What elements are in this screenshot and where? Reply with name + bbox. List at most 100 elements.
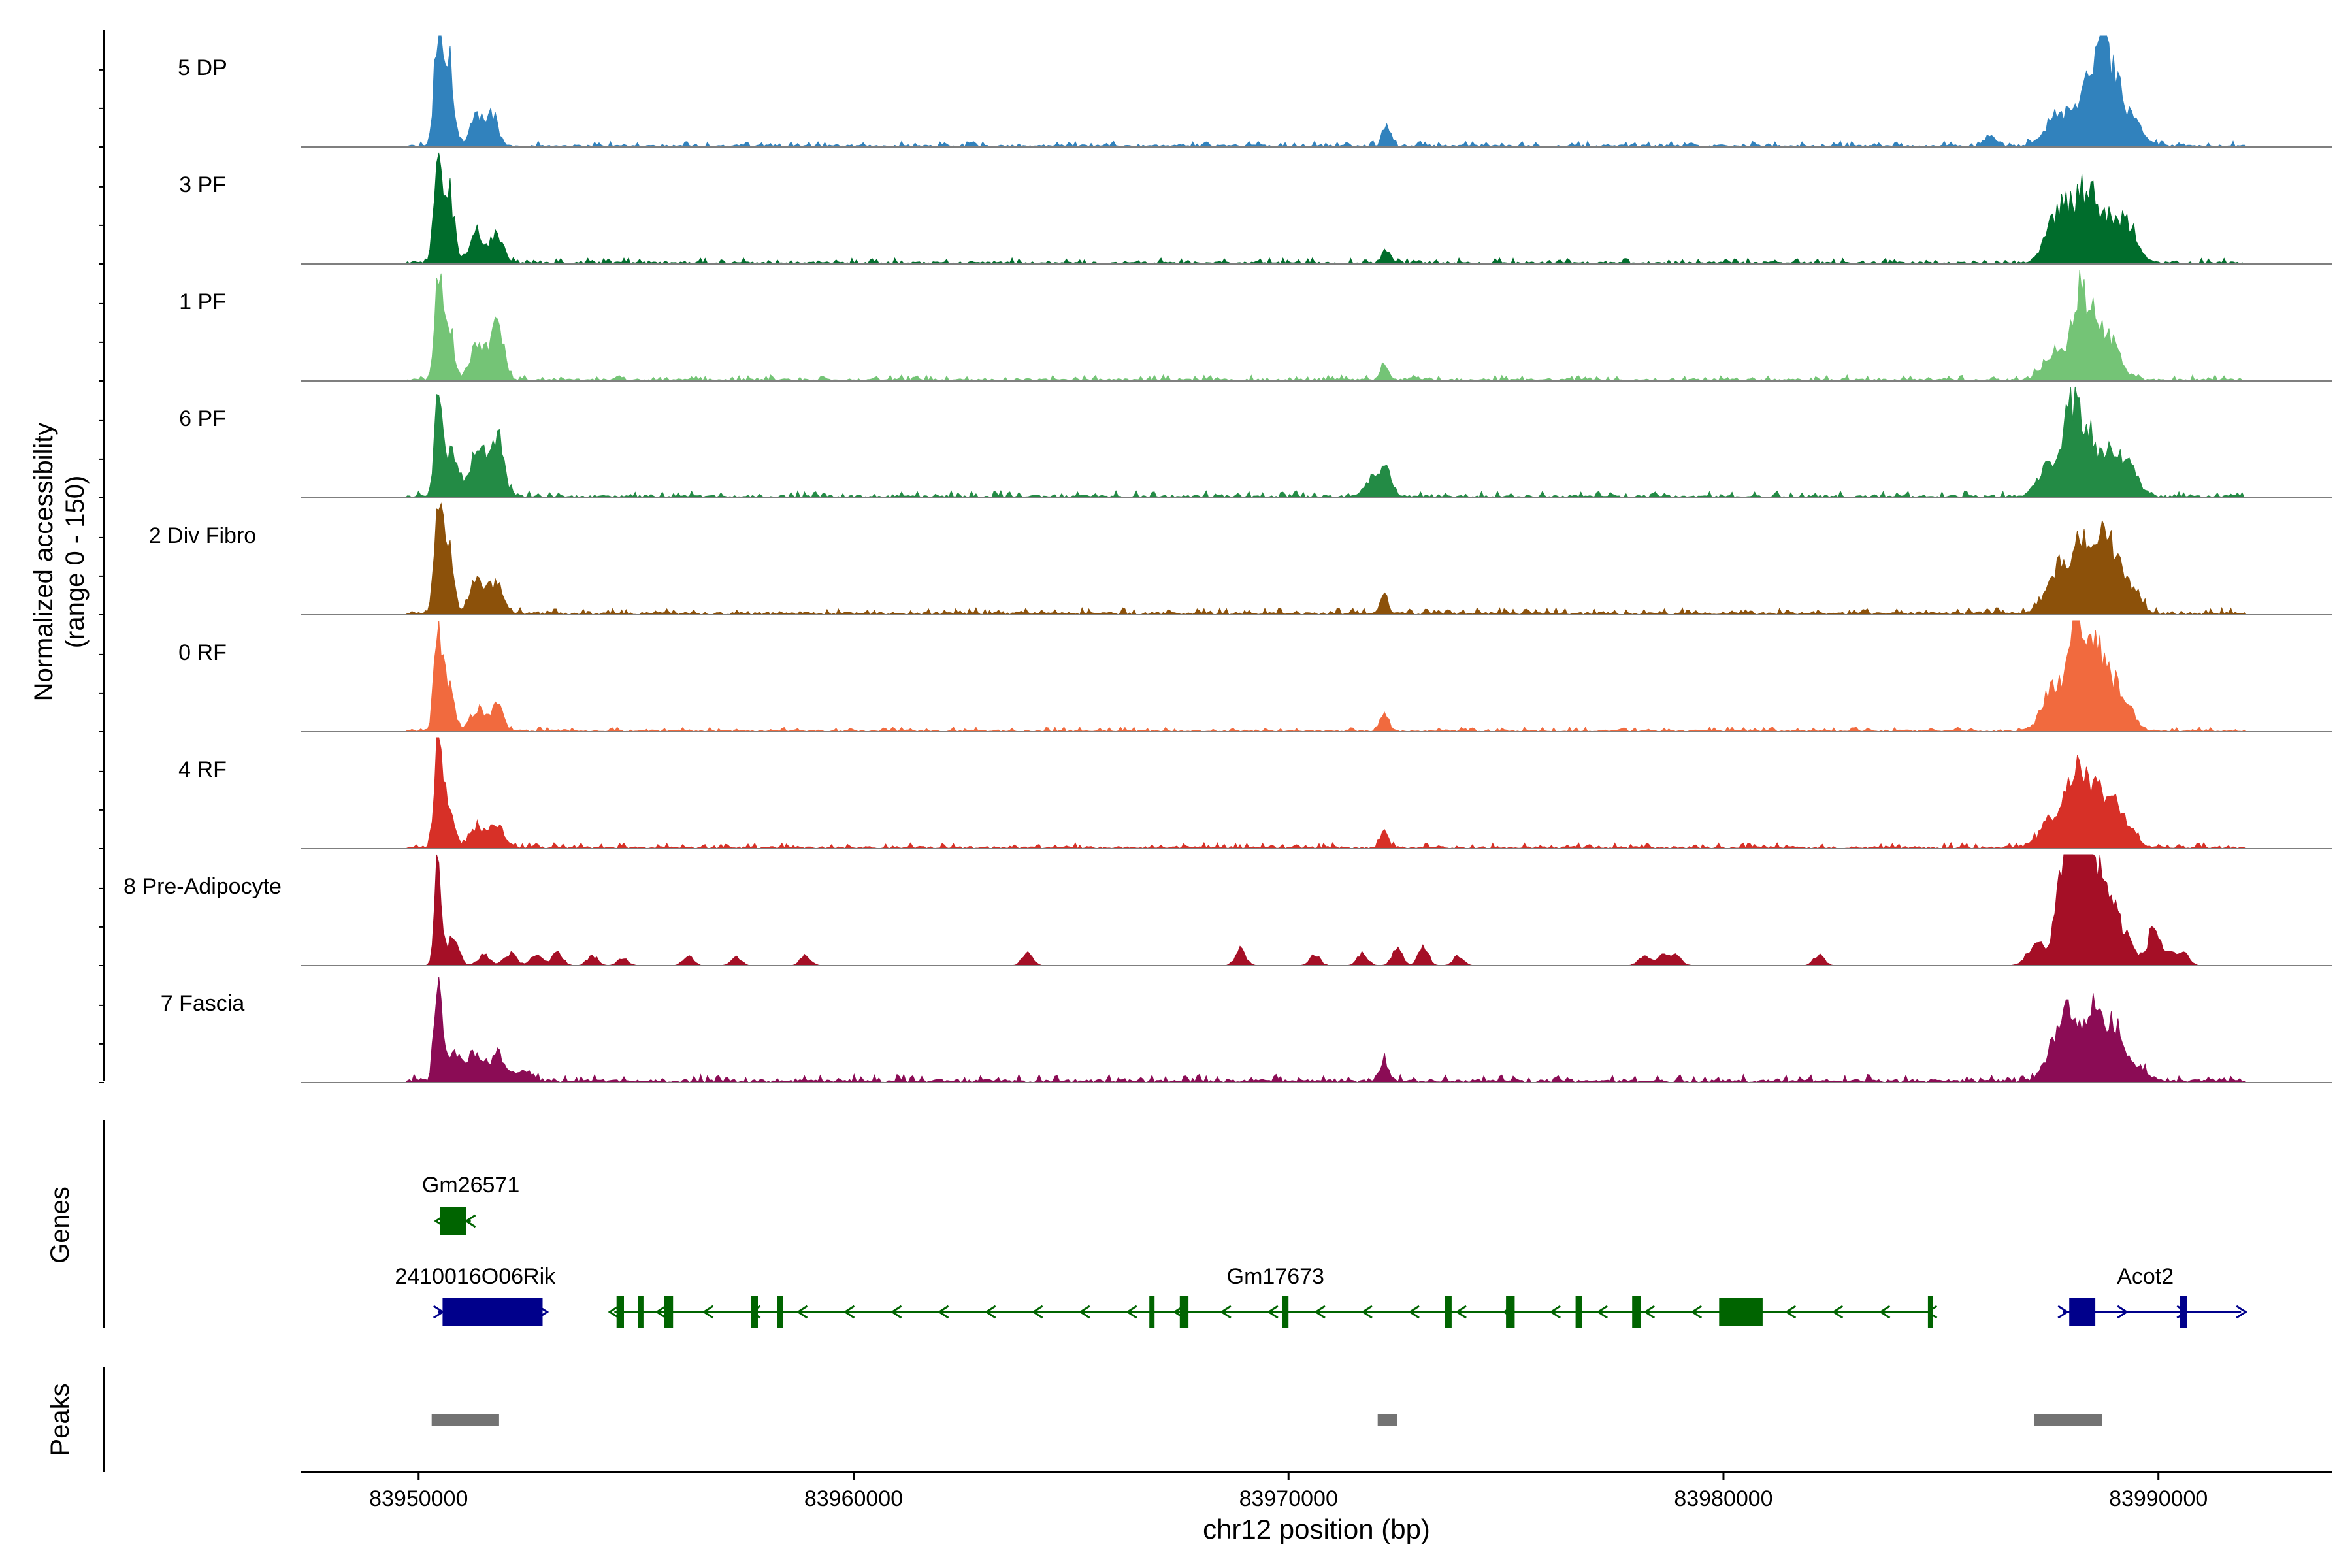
track-label: 2 Div Fibro xyxy=(149,523,256,548)
strand-arrow xyxy=(937,1305,949,1319)
strand-arrow xyxy=(1549,1305,1561,1319)
genes-panel: Gm26571 2410016O06Rik Gm17673 Acot2 xyxy=(395,1173,2247,1328)
gene-label: Gm26571 xyxy=(422,1173,519,1198)
strand-arrow xyxy=(1784,1305,1797,1319)
strand-arrow xyxy=(1031,1305,1043,1319)
gene-exon xyxy=(2069,1298,2096,1326)
track-5: 2 Div Fibro xyxy=(149,502,2332,616)
gene-exon xyxy=(442,1298,543,1326)
x-tick-label: 83980000 xyxy=(1674,1486,1772,1511)
track-label: 4 RF xyxy=(178,757,227,782)
gene-exon xyxy=(1719,1298,1763,1326)
strand-arrow xyxy=(608,1305,620,1319)
track-label: 0 RF xyxy=(178,640,227,665)
gene-exon xyxy=(440,1207,466,1235)
y-axis-label-line2: (range 0 - 150) xyxy=(61,476,90,649)
gene-exon xyxy=(616,1296,624,1328)
strand-arrow xyxy=(1643,1305,1656,1319)
gene-exon xyxy=(1927,1296,1933,1328)
x-tick-label: 83990000 xyxy=(2109,1486,2208,1511)
gene-label: 2410016O06Rik xyxy=(395,1264,556,1289)
track-signal xyxy=(404,502,2246,616)
strand-arrow xyxy=(843,1305,855,1319)
gene-exon xyxy=(1506,1296,1515,1328)
track-4: 6 PF xyxy=(179,386,2332,499)
strand-arrow xyxy=(1455,1305,1467,1319)
strand-arrow xyxy=(1690,1305,1703,1319)
strand-arrow xyxy=(1314,1305,1326,1319)
strand-arrow xyxy=(1079,1305,1090,1319)
gene-exon xyxy=(1179,1296,1189,1328)
track-label: 1 PF xyxy=(179,289,226,314)
track-1: 5 DP xyxy=(178,35,2332,148)
track-6: 0 RF xyxy=(178,620,2332,732)
gene-exon xyxy=(751,1296,758,1328)
strand-arrow xyxy=(1408,1305,1420,1319)
strand-arrow xyxy=(1267,1305,1279,1319)
track-signal xyxy=(404,620,2246,732)
gene-exon xyxy=(1149,1296,1155,1328)
strand-arrow xyxy=(2057,1305,2069,1319)
strand-arrow xyxy=(1831,1305,1844,1319)
y-axis-ticks xyxy=(99,69,104,1083)
gene-exon xyxy=(1445,1296,1452,1328)
track-label: 6 PF xyxy=(179,406,226,431)
track-8: 8 Pre-Adipocyte xyxy=(123,854,2332,966)
x-axis-label: chr12 position (bp) xyxy=(1203,1514,1430,1544)
strand-arrow xyxy=(702,1305,714,1319)
track-7: 4 RF xyxy=(178,737,2332,850)
track-label: 3 PF xyxy=(179,172,226,197)
track-signal xyxy=(405,737,2247,850)
track-2: 3 PF xyxy=(179,152,2332,265)
track-3: 1 PF xyxy=(179,269,2332,382)
gene-label: Acot2 xyxy=(2117,1264,2174,1289)
strand-arrow xyxy=(2236,1305,2247,1319)
strand-arrow xyxy=(2117,1305,2129,1319)
gene-Acot2: Acot2 xyxy=(2057,1264,2247,1328)
tracks: 5 DP 3 PF 1 PF 6 PF 2 Div Fibro 0 RF 4 RF 8 Pre… xyxy=(123,35,2332,1083)
gene-exon xyxy=(1282,1296,1289,1328)
strand-arrow xyxy=(1361,1305,1373,1319)
gene-Gm17673: Gm17673 xyxy=(608,1264,1938,1328)
peaks-panel xyxy=(431,1414,2102,1426)
strand-arrow xyxy=(984,1305,996,1319)
gene-exon xyxy=(664,1296,674,1328)
genes-panel-label: Genes xyxy=(46,1186,74,1264)
track-signal xyxy=(404,386,2246,499)
strand-arrow xyxy=(433,1305,445,1319)
strand-arrow xyxy=(796,1305,808,1319)
gene-exon xyxy=(1575,1296,1582,1328)
x-tick-label: 83950000 xyxy=(369,1486,468,1511)
gene-exon xyxy=(777,1296,783,1328)
strand-arrow xyxy=(1126,1305,1137,1319)
track-label: 8 Pre-Adipocyte xyxy=(123,874,282,899)
gene-exon xyxy=(1632,1296,1641,1328)
gene-label: Gm17673 xyxy=(1227,1264,1324,1289)
strand-arrow xyxy=(1220,1305,1232,1319)
track-signal xyxy=(404,152,2246,265)
gene-exon xyxy=(2180,1296,2187,1328)
x-tick-label: 83970000 xyxy=(1239,1486,1338,1511)
gene-exon xyxy=(638,1296,644,1328)
peak-region xyxy=(431,1414,499,1426)
strand-arrow xyxy=(1925,1305,1938,1319)
x-tick-label: 83960000 xyxy=(804,1486,903,1511)
strand-arrow xyxy=(655,1305,667,1319)
y-axis-label-line1: Normalized accessibility xyxy=(29,423,58,702)
strand-arrow xyxy=(1878,1305,1891,1319)
track-signal xyxy=(404,269,2246,382)
track-signal xyxy=(405,35,2246,148)
x-axis-ticks: 83950000 83960000 83970000 83980000 83990000 xyxy=(369,1472,2208,1511)
track-label: 7 Fascia xyxy=(161,991,245,1016)
track-label: 5 DP xyxy=(178,56,227,80)
track-signal xyxy=(405,854,2246,966)
peak-region xyxy=(2034,1414,2102,1426)
gene-2410016O06Rik: 2410016O06Rik xyxy=(395,1264,556,1326)
strand-arrow xyxy=(1596,1305,1609,1319)
peak-region xyxy=(1377,1414,1397,1426)
peaks-panel-label: Peaks xyxy=(46,1383,74,1456)
track-9: 7 Fascia xyxy=(161,977,2332,1083)
y-axis-label: Normalized accessibility (range 0 - 150) xyxy=(29,423,90,702)
gene-Gm26571: Gm26571 xyxy=(422,1173,519,1235)
